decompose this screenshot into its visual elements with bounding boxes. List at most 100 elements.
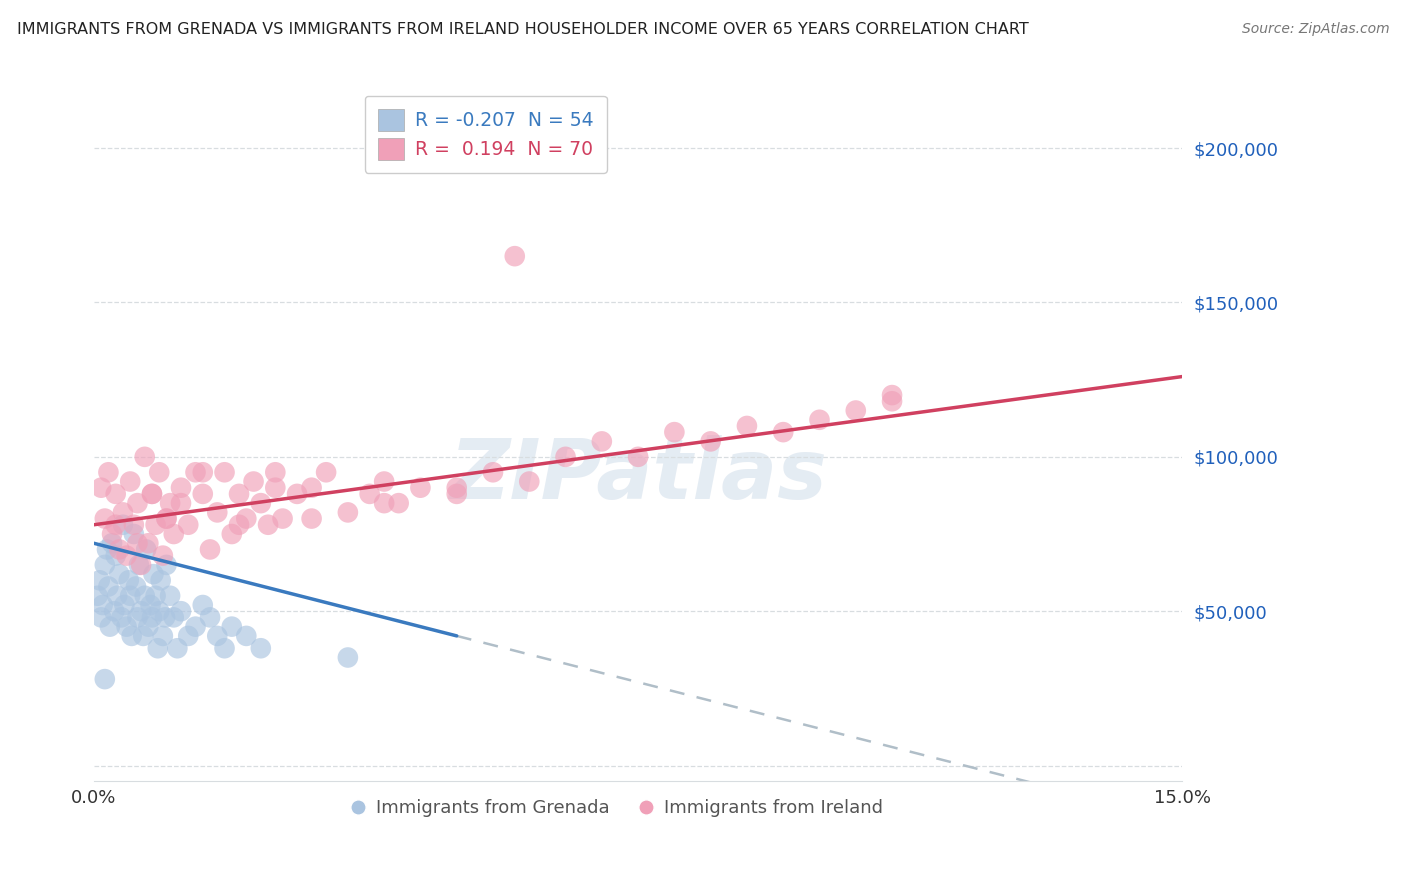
- Point: [315, 465, 337, 479]
- Point: [207, 629, 229, 643]
- Point: [122, 517, 145, 532]
- Point: [120, 475, 142, 489]
- Point: [104, 517, 127, 532]
- Point: [141, 487, 163, 501]
- Point: [235, 629, 257, 643]
- Point: [148, 465, 170, 479]
- Point: [191, 487, 214, 501]
- Point: [235, 511, 257, 525]
- Point: [90, 610, 112, 624]
- Point: [90, 481, 112, 495]
- Point: [249, 496, 271, 510]
- Point: [170, 496, 193, 510]
- Point: [373, 475, 395, 489]
- Point: [111, 505, 134, 519]
- Point: [138, 536, 160, 550]
- Point: [139, 598, 162, 612]
- Point: [627, 450, 650, 464]
- Point: [101, 536, 124, 550]
- Point: [221, 620, 243, 634]
- Point: [664, 425, 686, 439]
- Legend: Immigrants from Grenada, Immigrants from Ireland: Immigrants from Grenada, Immigrants from…: [342, 791, 890, 824]
- Point: [148, 604, 170, 618]
- Point: [336, 505, 359, 519]
- Point: [155, 558, 177, 572]
- Point: [97, 580, 120, 594]
- Point: [170, 604, 193, 618]
- Point: [808, 413, 831, 427]
- Point: [170, 481, 193, 495]
- Point: [503, 249, 526, 263]
- Point: [108, 542, 131, 557]
- Point: [517, 475, 540, 489]
- Point: [446, 487, 468, 501]
- Point: [135, 542, 157, 557]
- Point: [184, 620, 207, 634]
- Point: [121, 629, 143, 643]
- Point: [772, 425, 794, 439]
- Point: [554, 450, 576, 464]
- Point: [105, 589, 128, 603]
- Point: [127, 496, 149, 510]
- Point: [163, 610, 186, 624]
- Point: [301, 511, 323, 525]
- Point: [120, 589, 142, 603]
- Point: [228, 487, 250, 501]
- Point: [271, 511, 294, 525]
- Point: [482, 465, 505, 479]
- Point: [134, 450, 156, 464]
- Point: [129, 558, 152, 572]
- Point: [115, 549, 138, 563]
- Point: [198, 542, 221, 557]
- Point: [115, 620, 138, 634]
- Point: [735, 419, 758, 434]
- Point: [163, 527, 186, 541]
- Point: [104, 549, 127, 563]
- Point: [159, 589, 181, 603]
- Point: [127, 536, 149, 550]
- Point: [110, 610, 132, 624]
- Point: [94, 672, 117, 686]
- Point: [257, 517, 280, 532]
- Point: [146, 641, 169, 656]
- Point: [191, 465, 214, 479]
- Point: [141, 610, 163, 624]
- Point: [359, 487, 381, 501]
- Point: [159, 496, 181, 510]
- Point: [409, 481, 432, 495]
- Point: [97, 465, 120, 479]
- Point: [134, 589, 156, 603]
- Point: [149, 574, 172, 588]
- Point: [155, 511, 177, 525]
- Point: [141, 487, 163, 501]
- Point: [122, 527, 145, 541]
- Point: [98, 620, 121, 634]
- Point: [145, 517, 167, 532]
- Point: [108, 567, 131, 582]
- Point: [198, 610, 221, 624]
- Point: [880, 388, 903, 402]
- Point: [89, 574, 111, 588]
- Point: [264, 465, 287, 479]
- Point: [128, 558, 150, 572]
- Point: [145, 589, 167, 603]
- Point: [373, 496, 395, 510]
- Point: [96, 542, 118, 557]
- Point: [699, 434, 721, 449]
- Point: [166, 641, 188, 656]
- Text: IMMIGRANTS FROM GRENADA VS IMMIGRANTS FROM IRELAND HOUSEHOLDER INCOME OVER 65 YE: IMMIGRANTS FROM GRENADA VS IMMIGRANTS FR…: [17, 22, 1029, 37]
- Point: [191, 598, 214, 612]
- Point: [214, 465, 236, 479]
- Point: [388, 496, 411, 510]
- Point: [103, 604, 125, 618]
- Point: [94, 558, 117, 572]
- Point: [127, 610, 149, 624]
- Point: [285, 487, 308, 501]
- Text: ZIPatlas: ZIPatlas: [449, 435, 827, 516]
- Point: [94, 511, 117, 525]
- Point: [152, 549, 174, 563]
- Point: [86, 589, 108, 603]
- Point: [155, 511, 177, 525]
- Point: [591, 434, 613, 449]
- Point: [242, 475, 264, 489]
